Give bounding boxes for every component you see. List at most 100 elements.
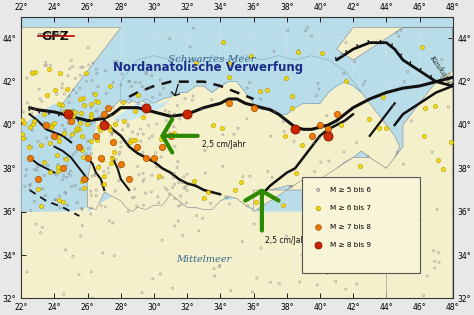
Point <box>64 73 72 78</box>
Point <box>248 289 256 295</box>
Point <box>42 60 50 65</box>
Point <box>93 71 100 76</box>
Point <box>125 79 133 84</box>
Point <box>131 186 138 192</box>
Point <box>71 130 78 135</box>
Point <box>302 263 310 268</box>
Point <box>37 230 45 235</box>
Point <box>125 177 133 182</box>
Point <box>365 117 373 122</box>
Point <box>164 142 172 147</box>
Point <box>75 144 83 149</box>
Point <box>27 182 35 187</box>
Point <box>423 273 431 278</box>
Point <box>264 169 272 174</box>
Point <box>116 150 123 155</box>
Point <box>64 203 71 208</box>
Text: 2,5 cm/Jahr: 2,5 cm/Jahr <box>202 140 246 149</box>
Point <box>140 203 147 208</box>
Point <box>59 166 66 171</box>
Point <box>435 260 443 265</box>
Point <box>27 69 35 74</box>
Point <box>87 115 95 120</box>
Point <box>267 134 274 139</box>
Point <box>115 152 123 157</box>
Point <box>72 183 79 188</box>
Point <box>26 124 34 129</box>
Point <box>215 264 223 269</box>
Point <box>420 133 428 138</box>
Point <box>26 145 33 150</box>
Point <box>26 183 33 188</box>
Point <box>19 109 27 114</box>
Point <box>80 65 87 70</box>
Point <box>165 110 173 115</box>
Point <box>107 128 114 133</box>
Point <box>39 186 46 191</box>
Point <box>180 112 187 117</box>
Point <box>177 193 184 198</box>
Point <box>142 155 149 160</box>
Point <box>111 122 118 127</box>
Point <box>40 160 48 165</box>
Point <box>102 204 109 209</box>
Point <box>250 105 257 110</box>
Point <box>37 142 45 147</box>
Point <box>53 197 60 202</box>
Point <box>389 103 397 108</box>
Point <box>169 286 176 291</box>
Point <box>54 168 62 173</box>
Point <box>433 207 441 212</box>
Point <box>263 88 270 93</box>
Point <box>55 101 63 106</box>
Point <box>109 131 116 136</box>
Point <box>146 136 153 141</box>
Point <box>189 98 196 103</box>
Point <box>256 89 264 94</box>
Point <box>23 167 30 172</box>
Point <box>338 52 346 57</box>
Text: Mittelmeer: Mittelmeer <box>176 255 231 264</box>
Point <box>359 82 367 87</box>
Point <box>100 182 108 187</box>
Point <box>237 179 245 184</box>
Point <box>99 250 107 255</box>
Point <box>364 154 372 159</box>
Point <box>55 165 62 170</box>
Point <box>57 108 65 113</box>
Point <box>54 162 62 167</box>
Point <box>201 195 208 200</box>
Point <box>40 123 47 128</box>
Point <box>439 166 447 171</box>
Point <box>88 174 96 179</box>
Point <box>332 279 339 284</box>
Point <box>137 126 144 131</box>
Point <box>219 132 227 137</box>
Point <box>199 216 206 221</box>
Point <box>28 145 36 150</box>
Point <box>85 146 92 151</box>
Point <box>404 69 411 74</box>
Point <box>76 96 84 101</box>
Point <box>90 91 97 96</box>
Point <box>361 79 369 84</box>
Point <box>247 67 255 72</box>
Point <box>26 143 33 148</box>
Point <box>216 263 224 268</box>
Point <box>34 139 42 144</box>
Point <box>107 113 114 118</box>
Point <box>288 184 295 189</box>
Point <box>135 93 142 98</box>
Point <box>207 201 215 206</box>
Text: 2,5 cm/Jahr: 2,5 cm/Jahr <box>265 236 309 244</box>
Point <box>87 105 95 110</box>
Point <box>55 101 63 106</box>
Point <box>183 172 191 177</box>
Point <box>183 188 191 193</box>
Point <box>110 253 118 258</box>
Point <box>77 65 85 70</box>
Point <box>182 185 189 190</box>
Point <box>56 205 64 210</box>
Point <box>117 162 125 167</box>
Point <box>134 147 141 152</box>
